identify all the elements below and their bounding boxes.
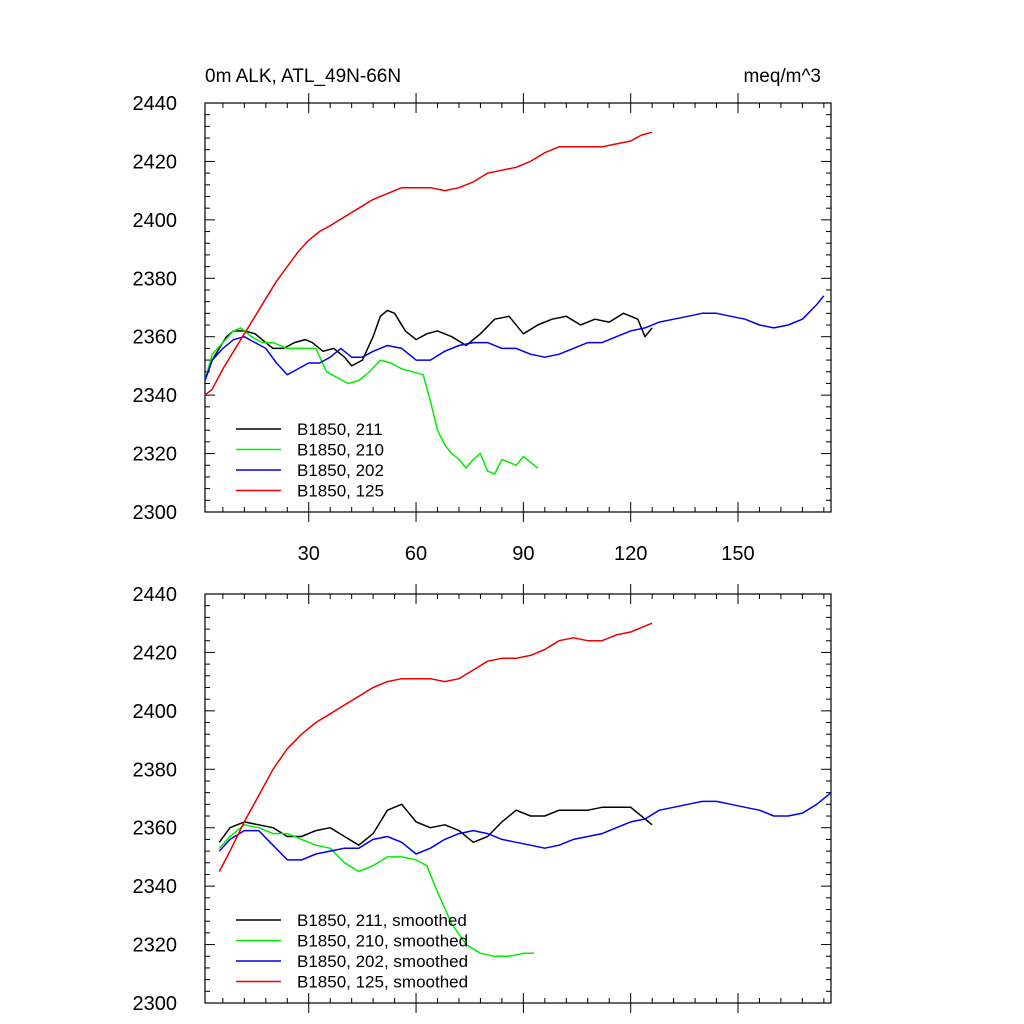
y-tick-label: 2320: [133, 935, 178, 957]
y-tick-label: 2300: [133, 502, 178, 524]
series-line: [218, 824, 535, 958]
y-tick-label: 2440: [133, 93, 178, 115]
series-line: [204, 309, 653, 381]
y-tick-label: 2360: [133, 327, 178, 349]
y-tick-label: 2360: [133, 818, 178, 840]
y-tick-label: 2380: [133, 268, 178, 290]
legend-label: B1850, 210: [297, 441, 384, 460]
series-line: [204, 295, 825, 381]
legend-label: B1850, 125, smoothed: [297, 973, 468, 992]
y-tick-label: 2340: [133, 385, 178, 407]
series-line: [218, 803, 653, 846]
x-tick-label: 150: [721, 543, 754, 565]
plot-frame: [204, 102, 832, 513]
y-tick-label: 2380: [133, 759, 178, 781]
x-tick-label: 30: [298, 543, 320, 565]
legend-label: B1850, 211, smoothed: [297, 911, 467, 930]
series-line: [218, 622, 653, 872]
top-panel: 2300 2320 2340 2360 2380 2400 2420 2440 30 60 90 12…: [133, 93, 832, 565]
legend-label: B1850, 202: [297, 461, 384, 480]
units-label: meq/m^3: [743, 66, 821, 87]
series-line: [218, 792, 832, 861]
legend-label: B1850, 202, smoothed: [297, 952, 468, 971]
y-tick-label: 2320: [133, 444, 178, 466]
y-tick-label: 2300: [133, 993, 178, 1015]
legend-label: B1850, 125: [297, 482, 384, 501]
y-tick-label: 2420: [133, 642, 178, 664]
y-tick-label: 2400: [133, 701, 178, 723]
x-tick-label: 60: [405, 543, 427, 565]
y-tick-label: 2340: [133, 876, 178, 898]
y-tick-label: 2440: [133, 584, 178, 606]
x-tick-label: 90: [512, 543, 534, 565]
x-tick-label: 120: [614, 543, 647, 565]
y-tick-label: 2420: [133, 151, 178, 173]
legend-label: B1850, 210, smoothed: [297, 932, 468, 951]
legend-label: B1850, 211: [297, 420, 383, 439]
series-line: [204, 131, 653, 396]
chart-title: 0m ALK, ATL_49N-66N: [205, 66, 401, 87]
plot-frame: [204, 593, 832, 1004]
bottom-panel: 2300 2320 2340 2360 2380 2400 2420 2440 B1850, 2…: [133, 584, 832, 1015]
y-tick-label: 2400: [133, 210, 178, 232]
series-line: [204, 327, 539, 475]
